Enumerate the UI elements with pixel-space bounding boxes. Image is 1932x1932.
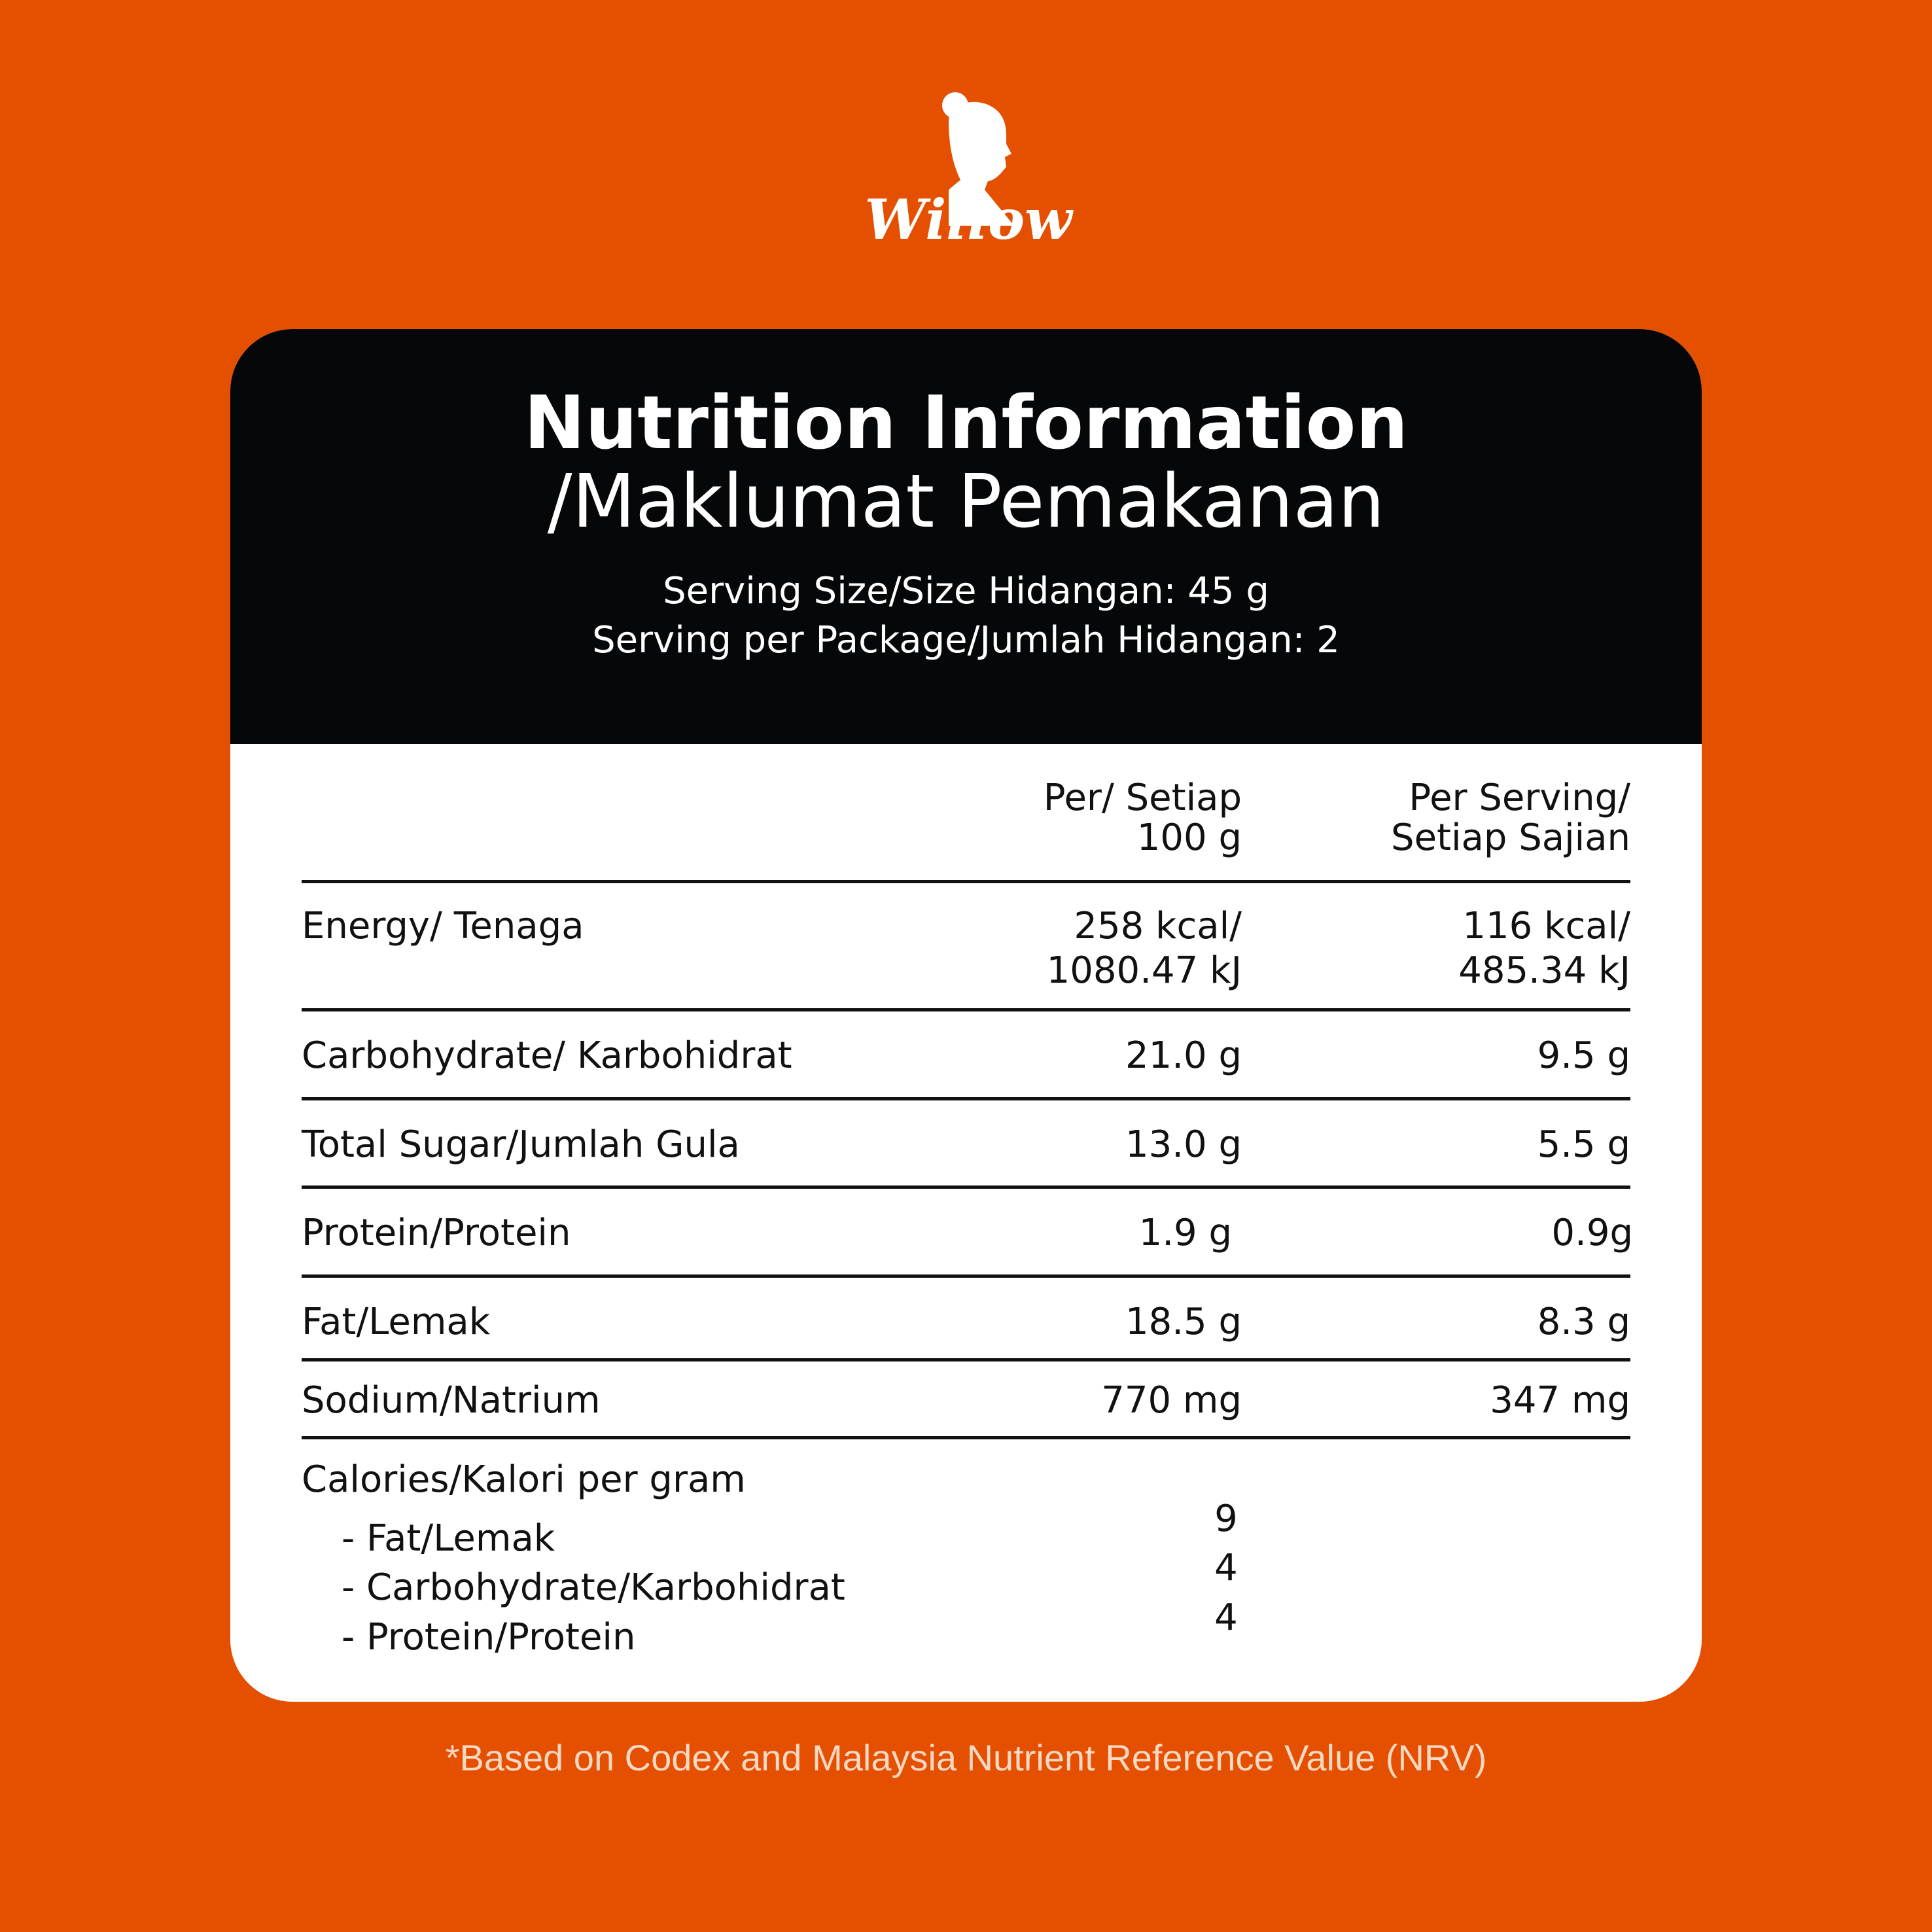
row-per100: 21.0 g (1125, 1034, 1242, 1077)
nutrition-card: Nutrition Information /Maklumat Pemakana… (230, 329, 1702, 1702)
divider (302, 1436, 1630, 1439)
divider (302, 880, 1630, 883)
energy-serving-kj: 485.34 kJ (1458, 949, 1630, 992)
col-header-100g: Per/ Setiap (1043, 777, 1242, 819)
energy-label: Energy/ Tenaga (302, 905, 584, 947)
energy-per100-kj: 1080.47 kJ (1046, 949, 1242, 992)
row-serving: 8.3 g (1537, 1301, 1630, 1343)
divider (302, 1097, 1630, 1100)
row-label: Total Sugar/Jumlah Gula (302, 1123, 740, 1166)
calories-item-value: 9 (1214, 1498, 1238, 1540)
col-header-serving: Per Serving/ (1409, 777, 1630, 819)
row-per100: 770 mg (1101, 1379, 1242, 1422)
calories-label: Calories/Kalori per gram (302, 1458, 746, 1501)
footnote: *Based on Codex and Malaysia Nutrient Re… (445, 1737, 1487, 1778)
row-per100: 1.9 g (1138, 1212, 1232, 1254)
serving-size: Serving Size/Size Hidangan: 45 g (663, 570, 1269, 612)
col-header-100g-2: 100 g (1136, 817, 1242, 859)
col-header-serving-2: Setiap Sajian (1391, 817, 1630, 859)
row-per100: 13.0 g (1125, 1123, 1242, 1166)
calories-item-label: - Protein/Protein (342, 1616, 636, 1659)
row-per100: 18.5 g (1125, 1301, 1242, 1343)
svg-text:Willow: Willow (865, 187, 1074, 252)
card-header: Nutrition Information /Maklumat Pemakana… (230, 329, 1702, 744)
servings-per-package: Serving per Package/Jumlah Hidangan: 2 (592, 619, 1340, 661)
calories-item-label: - Fat/Lemak (342, 1517, 555, 1560)
willow-logo: Willow (851, 82, 1086, 252)
row-label: Protein/Protein (302, 1212, 571, 1254)
row-serving: 9.5 g (1537, 1034, 1630, 1077)
calories-item-value: 4 (1214, 1547, 1238, 1589)
title: Nutrition Information (523, 381, 1409, 466)
calories-item-value: 4 (1214, 1596, 1238, 1639)
row-label: Carbohydrate/ Karbohidrat (302, 1034, 792, 1077)
row-serving: 5.5 g (1537, 1123, 1630, 1166)
row-serving: 347 mg (1490, 1379, 1630, 1422)
energy-per100: 258 kcal/ (1074, 905, 1242, 947)
divider (302, 1008, 1630, 1011)
divider (302, 1274, 1630, 1278)
calories-item-label: - Carbohydrate/Karbohidrat (342, 1566, 845, 1609)
divider (302, 1358, 1630, 1361)
row-label: Fat/Lemak (302, 1301, 491, 1343)
row-label: Sodium/Natrium (302, 1379, 601, 1422)
title-malay: /Maklumat Pemakanan (547, 459, 1385, 544)
row-serving: 0.9g (1551, 1212, 1633, 1254)
energy-serving: 116 kcal/ (1462, 905, 1630, 947)
divider (302, 1186, 1630, 1189)
